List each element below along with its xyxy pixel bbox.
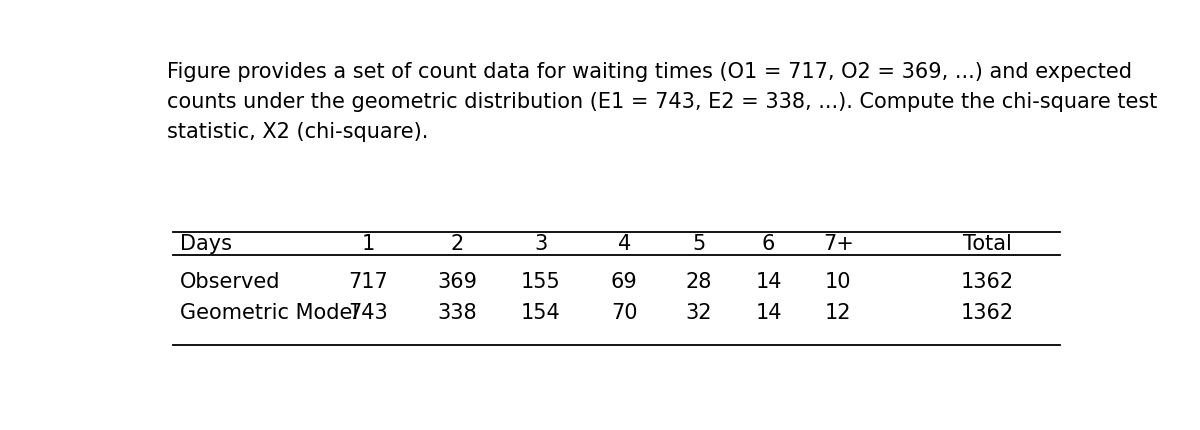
Text: Observed: Observed [180,272,281,292]
Text: Geometric Model: Geometric Model [180,303,358,323]
Text: 10: 10 [824,272,852,292]
Text: 155: 155 [521,272,560,292]
Text: Days: Days [180,234,232,254]
Text: 1362: 1362 [960,272,1014,292]
Text: 28: 28 [685,272,712,292]
Text: 369: 369 [437,272,476,292]
Text: 14: 14 [755,272,781,292]
Text: Figure provides a set of count data for waiting times (O1 = 717, O2 = 369, ...) : Figure provides a set of count data for … [167,61,1157,142]
Text: 2: 2 [450,234,463,254]
Text: 5: 5 [692,234,706,254]
Text: 1: 1 [362,234,376,254]
Text: 7+: 7+ [823,234,853,254]
Text: 717: 717 [349,272,389,292]
Text: 6: 6 [762,234,775,254]
Text: 12: 12 [824,303,852,323]
Text: Total: Total [962,234,1012,254]
Text: 743: 743 [349,303,389,323]
Text: 32: 32 [685,303,712,323]
Text: 69: 69 [611,272,637,292]
Text: 1362: 1362 [960,303,1014,323]
Text: 70: 70 [611,303,637,323]
Text: 3: 3 [534,234,547,254]
Text: 4: 4 [618,234,631,254]
Text: 154: 154 [521,303,560,323]
Text: 338: 338 [437,303,476,323]
Text: 14: 14 [755,303,781,323]
